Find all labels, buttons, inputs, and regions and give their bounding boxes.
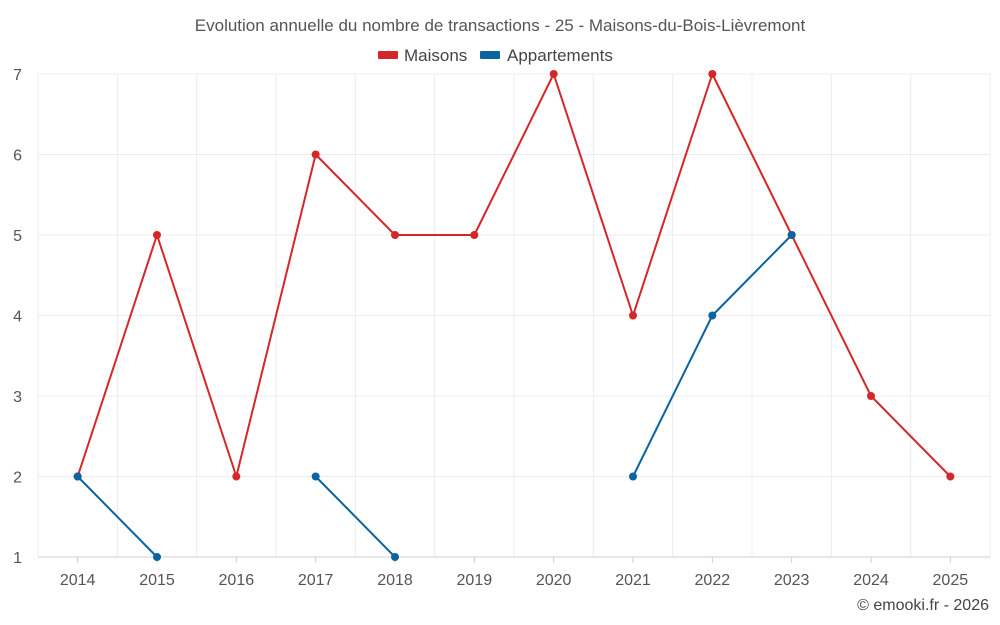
legend-item-maisons[interactable]: Maisons: [378, 46, 467, 65]
data-point-maisons[interactable]: [470, 231, 479, 239]
x-tick-label: 2025: [933, 572, 969, 589]
y-tick-label: 4: [13, 309, 22, 326]
y-tick-label: 1: [13, 550, 22, 567]
series-maisons: [73, 70, 955, 481]
data-point-appartements[interactable]: [629, 472, 637, 481]
data-point-appartements[interactable]: [391, 553, 399, 561]
grid: [37, 73, 991, 557]
data-point-appartements[interactable]: [311, 472, 320, 481]
data-point-appartements[interactable]: [708, 311, 717, 320]
series-line-appartements: [76, 475, 158, 558]
y-tick-label: 3: [13, 389, 22, 406]
series-appartements: [73, 231, 796, 561]
data-point-appartements[interactable]: [153, 553, 161, 561]
legend-label-maisons: Maisons: [404, 46, 467, 65]
data-point-maisons[interactable]: [549, 70, 558, 78]
x-tick-label: 2019: [457, 572, 493, 589]
data-point-maisons[interactable]: [629, 311, 637, 320]
data-point-maisons[interactable]: [391, 231, 399, 239]
legend-label-appartements: Appartements: [507, 46, 613, 65]
y-tick-label: 6: [13, 148, 22, 165]
credit-text: © emooki.fr - 2026: [857, 597, 989, 614]
series-line-maisons: [76, 73, 952, 478]
x-tick-label: 2018: [377, 572, 413, 589]
data-point-maisons[interactable]: [232, 472, 241, 481]
data-point-maisons[interactable]: [867, 392, 875, 400]
x-tick-label: 2022: [695, 572, 731, 589]
data-point-appartements[interactable]: [73, 472, 82, 481]
series-line-appartements: [632, 234, 793, 477]
legend-swatch-maisons: [378, 51, 398, 59]
data-point-maisons[interactable]: [311, 150, 320, 159]
x-tick-label: 2015: [139, 572, 175, 589]
y-tick-label: 7: [13, 67, 22, 84]
x-tick-label: 2021: [615, 572, 651, 589]
data-point-maisons[interactable]: [708, 70, 717, 78]
data-point-maisons[interactable]: [153, 231, 161, 239]
data-point-maisons[interactable]: [946, 472, 955, 481]
chart-title: Evolution annuelle du nombre de transact…: [195, 16, 806, 35]
series-line-appartements: [314, 475, 396, 558]
legend: Maisons Appartements: [378, 46, 613, 65]
x-tick-label: 2024: [853, 572, 889, 589]
legend-swatch-appartements: [480, 51, 500, 59]
axes: 1 2 3 4 5 6 7 2014 2015 2016 2017 2018 2019 2020 2021 2…: [13, 67, 990, 589]
x-tick-label: 2014: [60, 572, 96, 589]
x-tick-label: 2016: [219, 572, 255, 589]
y-tick-label: 2: [13, 470, 22, 487]
data-point-appartements[interactable]: [787, 231, 796, 239]
x-tick-label: 2017: [298, 572, 334, 589]
x-tick-label: 2020: [536, 572, 572, 589]
series: [73, 70, 955, 561]
x-tick-label: 2023: [774, 572, 810, 589]
y-tick-label: 5: [13, 228, 22, 245]
legend-item-appartements[interactable]: Appartements: [480, 46, 613, 65]
